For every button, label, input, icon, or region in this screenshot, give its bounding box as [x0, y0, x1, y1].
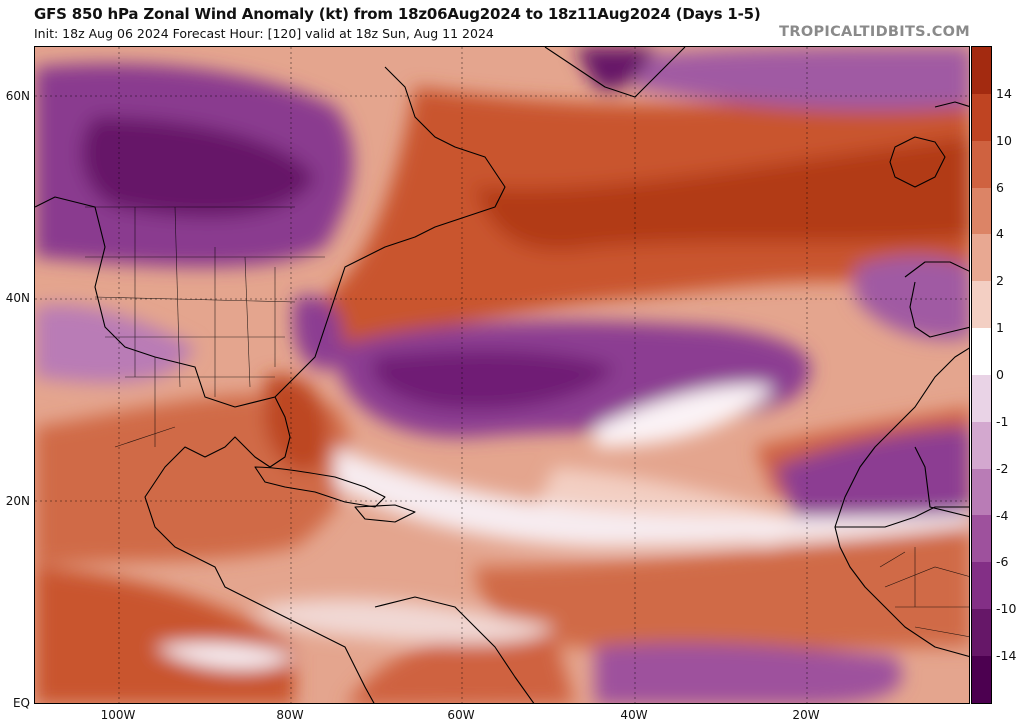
graticule: [35, 47, 969, 703]
colorbar-segment: [972, 562, 991, 610]
colorbar-tick-label: -6: [996, 554, 1009, 570]
colorbar-segment: [972, 374, 991, 422]
colorbar-segment: [972, 93, 991, 141]
colorbar-tick-label: -10: [996, 601, 1017, 617]
coastlines: [35, 47, 969, 703]
lon-label-40w: 40W: [620, 708, 648, 722]
colorbar-tick-label: 4: [996, 226, 1004, 242]
colorbar-segment: [972, 609, 991, 656]
colorbar-tick-label: -1: [996, 413, 1009, 429]
lon-label-80w: 80W: [276, 708, 304, 722]
colorbar-tick-label: -4: [996, 507, 1009, 523]
lat-label-eq: EQ: [12, 696, 30, 710]
map-panel: [34, 46, 970, 704]
anomaly-map: [35, 47, 969, 703]
colorbar-segment: [972, 421, 991, 469]
colorbar-tick-label: 10: [996, 132, 1012, 148]
colorbar-tick-label: -2: [996, 460, 1009, 476]
colorbar-segment: [972, 468, 991, 516]
colorbar-segment: [972, 234, 991, 282]
colorbar-tick-label: 2: [996, 273, 1004, 289]
colorbar-segment: [972, 187, 991, 235]
colorbar-segment: [972, 328, 991, 375]
colorbar-tick-label: 6: [996, 179, 1004, 195]
lat-label-60n: 60N: [5, 89, 30, 103]
lon-label-100w: 100W: [100, 708, 136, 722]
chart-title: GFS 850 hPa Zonal Wind Anomaly (kt) from…: [34, 5, 761, 23]
lat-label-20n: 20N: [5, 494, 30, 508]
colorbar-segment: [972, 47, 991, 94]
brand-watermark: TROPICALTIDBITS.COM: [779, 24, 970, 40]
colorbar-segment: [972, 655, 991, 703]
lat-label-40n: 40N: [5, 291, 30, 305]
colorbar-tick-label: 0: [996, 367, 1004, 382]
colorbar-segment: [972, 140, 991, 188]
lon-label-60w: 60W: [447, 708, 475, 722]
lon-label-20w: 20W: [792, 708, 820, 722]
political-boundaries: [85, 206, 969, 637]
colorbar-tick-label: -14: [996, 648, 1017, 664]
chart-subtitle: Init: 18z Aug 06 2024 Forecast Hour: [12…: [34, 26, 494, 41]
colorbar-tick-label: 1: [996, 320, 1004, 336]
colorbar: [971, 46, 992, 704]
colorbar-segment: [972, 281, 991, 329]
colorbar-tick-label: 14: [996, 85, 1012, 101]
colorbar-segment: [972, 515, 991, 563]
